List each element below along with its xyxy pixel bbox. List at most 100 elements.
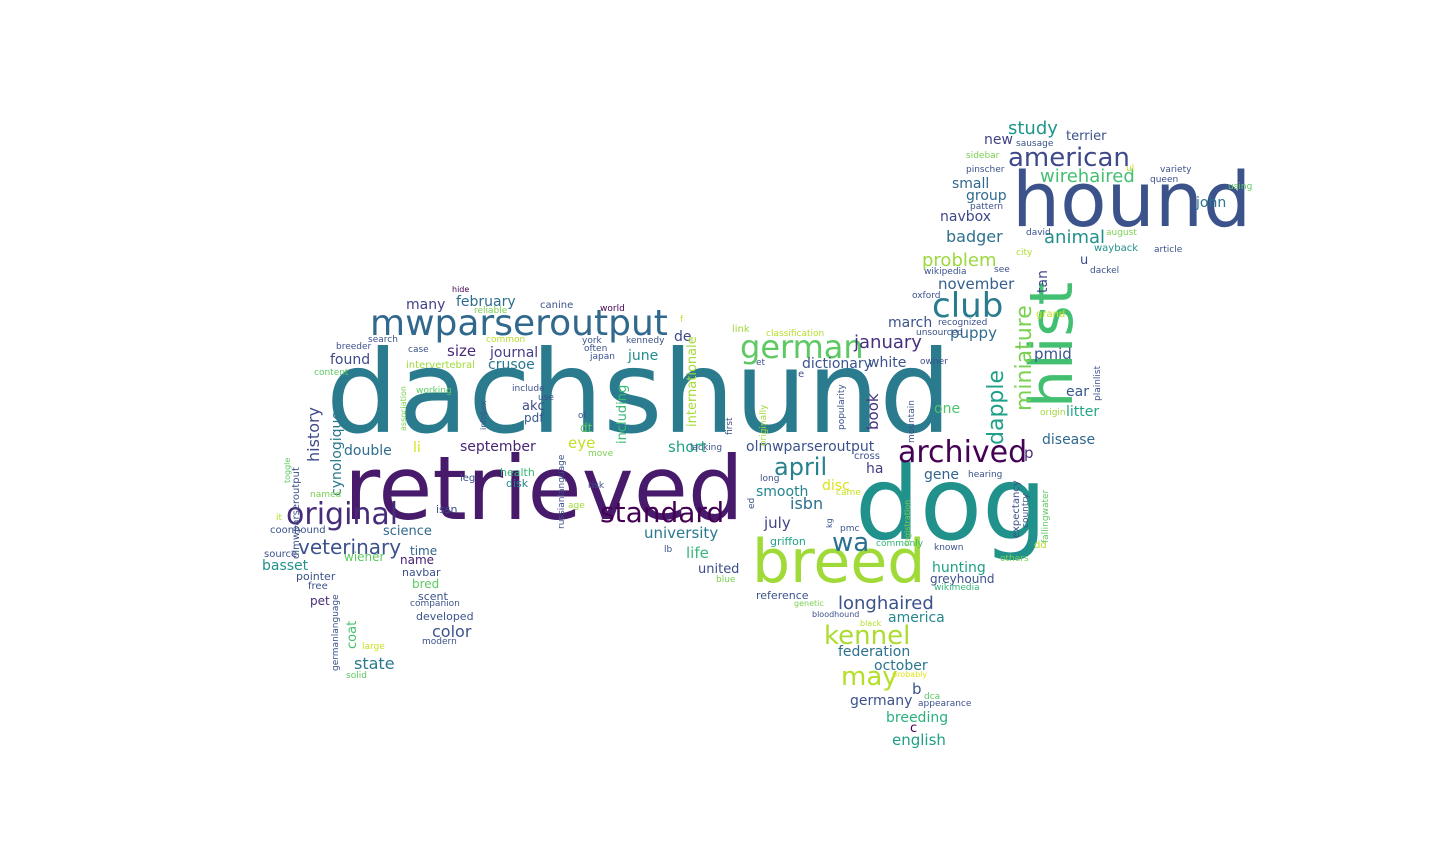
cloud-word-basset: basset xyxy=(262,558,309,574)
cloud-word-badger: badger xyxy=(946,227,1003,246)
cloud-word-association: association xyxy=(399,385,408,431)
cloud-word-english: english xyxy=(892,731,946,749)
cloud-word-intervertebral: intervertebral xyxy=(406,360,475,371)
cloud-word-german: german xyxy=(740,328,864,366)
cloud-word-common: common xyxy=(486,335,526,345)
cloud-word-isbn: isbn xyxy=(790,494,824,513)
cloud-word-link: link xyxy=(732,324,750,335)
cloud-word-navbox: navbox xyxy=(940,209,992,225)
cloud-word-internationale: internationale xyxy=(685,336,700,428)
cloud-word-et: et xyxy=(756,358,766,368)
cloud-word-wikimedia: wikimedia xyxy=(934,583,980,593)
cloud-word-pdf: pdf xyxy=(524,411,544,425)
cloud-word-federation: federation xyxy=(838,644,911,660)
cloud-word-plainlist: plainlist xyxy=(1093,365,1103,401)
cloud-word-olmwparseroutput: olmwparseroutput xyxy=(746,439,875,455)
cloud-word-move: move xyxy=(588,449,614,459)
cloud-word-greyhound: greyhound xyxy=(930,572,995,586)
cloud-word-canine: canine xyxy=(540,300,574,311)
cloud-word-wikipedia: wikipedia xyxy=(924,267,967,277)
cloud-word-risk: risk xyxy=(588,481,605,491)
cloud-word-mwparseroutput: mwparseroutput xyxy=(370,303,668,344)
cloud-word-problem: problem xyxy=(922,250,997,271)
cloud-word-club: club xyxy=(932,286,1004,326)
cloud-word-queen: queen xyxy=(1150,175,1179,185)
cloud-word-pmc: pmc xyxy=(840,524,860,534)
cloud-word-kennel: kennel xyxy=(824,621,911,651)
cloud-word-fallingwater: fallingwater xyxy=(1041,489,1051,543)
cloud-word-wa: wa xyxy=(832,528,870,558)
cloud-word-wiener: wiener xyxy=(344,550,385,564)
cloud-word-hearing: hearing xyxy=(968,470,1003,480)
cloud-word-bloodhound: bloodhound xyxy=(812,610,860,619)
cloud-word-state: state xyxy=(354,654,395,673)
cloud-word-time: time xyxy=(410,544,438,558)
cloud-word-breeding: breeding xyxy=(886,710,949,726)
cloud-word-white: white xyxy=(868,355,907,371)
cloud-word-america: america xyxy=(888,610,945,626)
cloud-word-see: see xyxy=(994,265,1010,275)
cloud-word-sausage: sausage xyxy=(1016,139,1054,149)
cloud-word-came: came xyxy=(836,488,861,498)
cloud-word-infobox: infobox xyxy=(479,400,488,430)
cloud-word-disease: disease xyxy=(1042,432,1096,448)
cloud-word-long: long xyxy=(760,474,780,484)
cloud-word-many: many xyxy=(406,297,446,313)
cloud-word-united: united xyxy=(698,562,740,577)
cloud-word-litter: litter xyxy=(1066,404,1100,420)
cloud-word-li: li xyxy=(413,440,421,456)
cloud-word-registration: registration xyxy=(903,499,912,546)
cloud-word-science: science xyxy=(383,524,432,539)
cloud-word-germany: germany xyxy=(850,693,913,709)
cloud-word-dapple: dapple xyxy=(984,370,1009,446)
cloud-word-retrieved: retrieved xyxy=(344,437,744,540)
cloud-word-may: may xyxy=(841,662,898,692)
cloud-word-popularity: popularity xyxy=(837,384,847,430)
cloud-word-wayback: wayback xyxy=(1094,243,1138,254)
cloud-word-book: book xyxy=(864,393,882,430)
cloud-word-november: november xyxy=(938,275,1015,293)
cloud-word-original: original xyxy=(286,497,399,532)
cloud-word-often: often xyxy=(584,344,608,354)
cloud-word-dog: dog xyxy=(855,445,1047,564)
cloud-word-october: october xyxy=(874,658,928,674)
cloud-word-size: size xyxy=(447,342,477,360)
cloud-word-country: country xyxy=(1021,493,1031,528)
cloud-word-journal: journal xyxy=(490,345,539,361)
cloud-word-de: de xyxy=(674,329,692,345)
cloud-word-veterinary: veterinary xyxy=(298,535,402,559)
cloud-word-april: april xyxy=(774,453,828,481)
cloud-word-wirehaired: wirehaired xyxy=(1040,166,1135,187)
cloud-word-c: c xyxy=(910,721,918,736)
cloud-word-kg: kg xyxy=(825,517,834,528)
cloud-word-ol: ol xyxy=(578,411,587,421)
cloud-word-january: january xyxy=(854,332,922,353)
cloud-word-reliable: reliable xyxy=(474,306,508,316)
cloud-word-solid: solid xyxy=(346,671,367,681)
cloud-word-kennedy: kennedy xyxy=(626,336,665,346)
cloud-word-working: working xyxy=(416,386,452,396)
cloud-word-color: color xyxy=(432,622,472,641)
cloud-word-named: named xyxy=(310,490,342,500)
cloud-word-gene: gene xyxy=(924,467,959,483)
cloud-word-using: using xyxy=(1228,182,1253,192)
cloud-word-standard: standard xyxy=(600,496,725,529)
cloud-word-germanlanguage: germanlanguage xyxy=(331,593,341,671)
cloud-word-pattern: pattern xyxy=(970,202,1004,212)
cloud-word-leg: leg xyxy=(460,473,476,484)
cloud-word-world: world xyxy=(600,304,625,314)
cloud-word-toggle: toggle xyxy=(283,457,292,483)
cloud-word-search: search xyxy=(368,335,398,345)
cloud-word-lb: lb xyxy=(664,545,673,555)
cloud-word-include: include xyxy=(512,384,545,394)
cloud-word-smooth: smooth xyxy=(756,484,809,500)
cloud-word-including: including xyxy=(615,384,630,445)
cloud-word-large: large xyxy=(362,642,385,652)
cloud-word-ear: ear xyxy=(1066,384,1089,400)
cloud-word-eye: eye xyxy=(568,434,596,452)
cloud-word-known: known xyxy=(934,543,964,553)
cloud-word-crusoe: crusoe xyxy=(488,357,535,373)
cloud-word-american: american xyxy=(1008,143,1130,173)
cloud-word-origin: origin xyxy=(1040,408,1066,418)
cloud-word-probably: probably xyxy=(892,670,928,679)
